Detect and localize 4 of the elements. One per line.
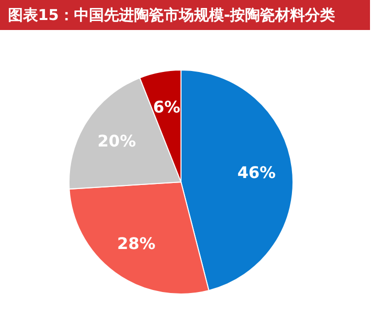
data-label: 6% bbox=[153, 98, 180, 117]
chart-title: 图表15：中国先进陶瓷市场规模-按陶瓷材料分类 bbox=[0, 0, 370, 30]
data-label: 28% bbox=[117, 234, 156, 254]
data-label: 46% bbox=[237, 162, 276, 182]
